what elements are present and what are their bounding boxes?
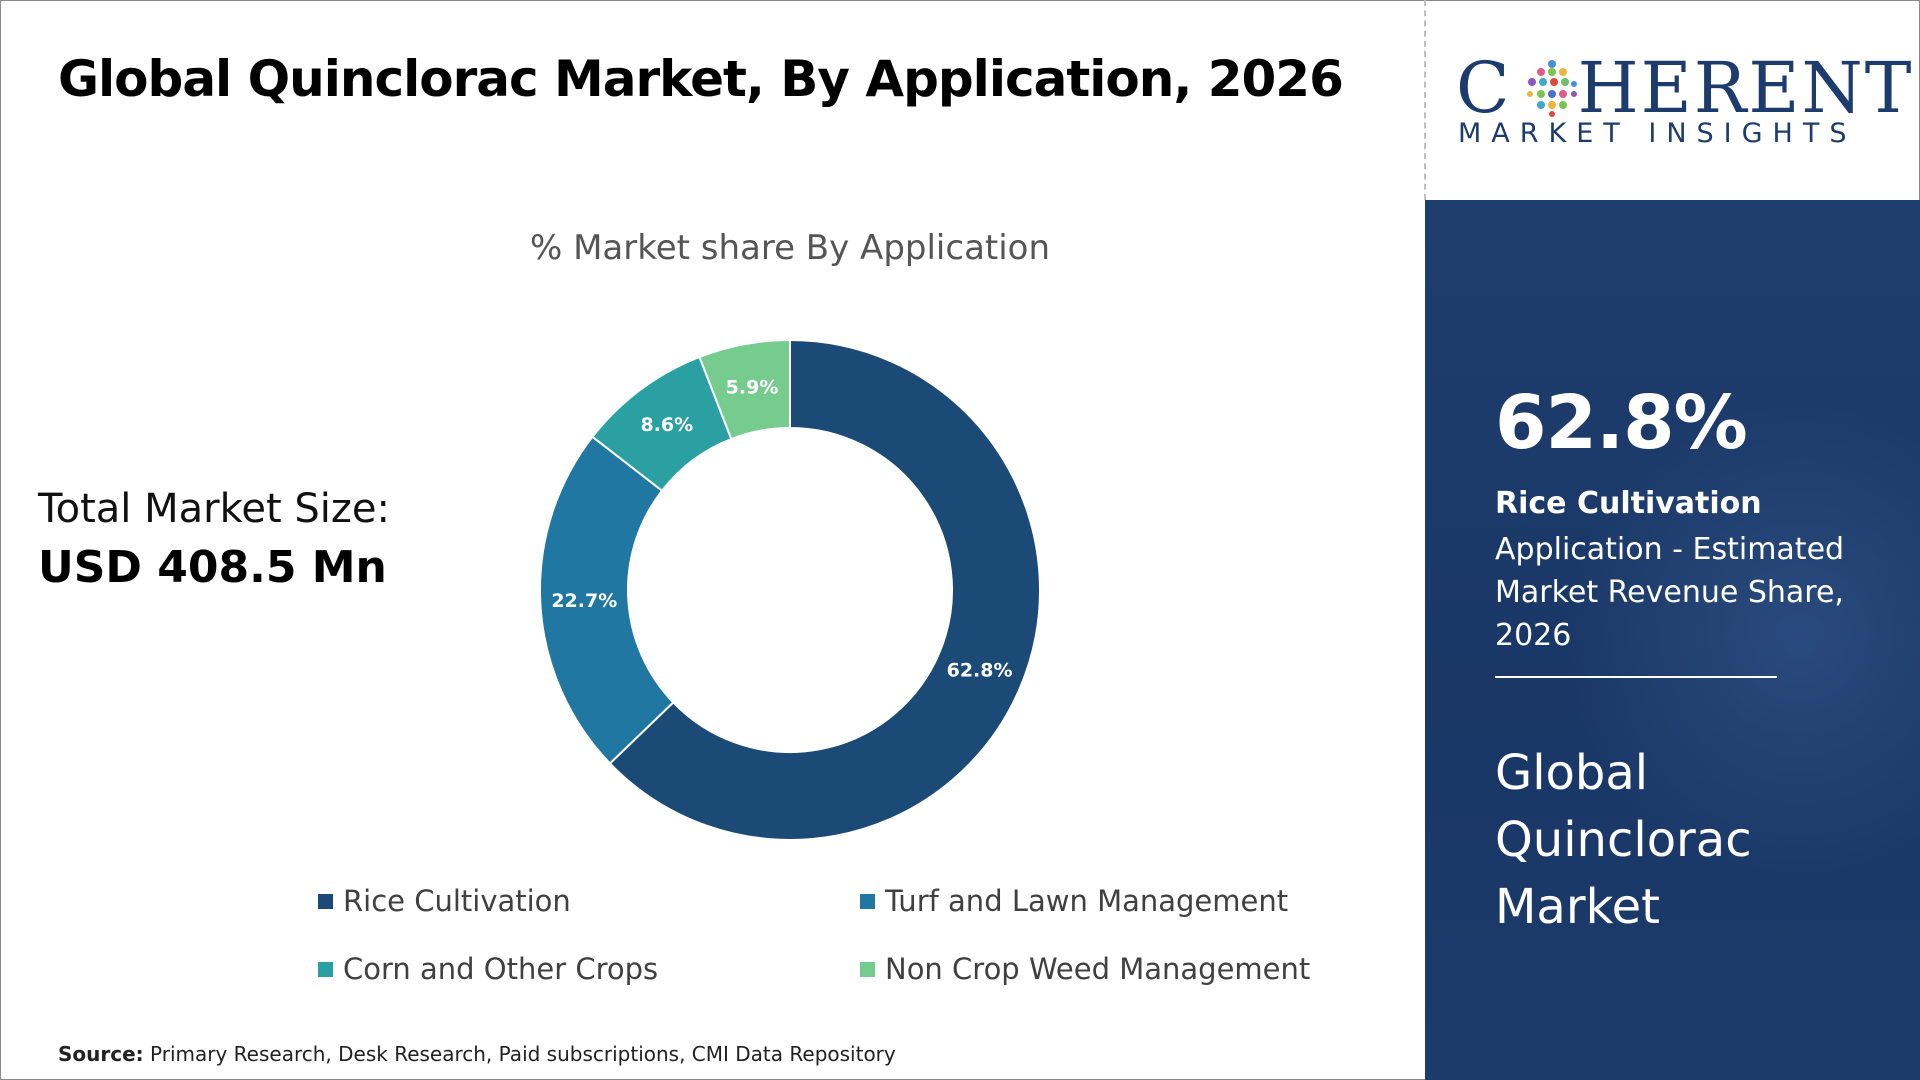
logo-wordmark: C HERENT <box>1456 48 1913 128</box>
chart-title: % Market share By Application <box>529 228 1051 268</box>
legend-item-non-crop: Non Crop Weed Management <box>860 952 1310 986</box>
panel-divider <box>1495 676 1777 678</box>
legend-swatch <box>860 893 875 909</box>
company-logo: C HERENT MARKET INSIGHTS <box>1446 48 1911 158</box>
panel-market-name: Global Quinclorac Market <box>1495 745 1752 935</box>
legend-item-rice-cultivation: Rice Cultivation <box>318 884 571 918</box>
slice-data-label: 62.8% <box>947 660 1013 682</box>
legend-label: Rice Cultivation <box>343 884 571 918</box>
slice-data-label: 22.7% <box>551 590 617 612</box>
slice-non-crop <box>698 338 791 441</box>
source-note: Source: Primary Research, Desk Research,… <box>58 1042 896 1066</box>
header-divider <box>1424 0 1426 200</box>
logo-prefix: C <box>1456 47 1512 129</box>
logo-tagline: MARKET INSIGHTS <box>1458 118 1857 149</box>
slice-data-label: 5.9% <box>726 377 779 399</box>
source-label: Source: <box>58 1042 144 1066</box>
highlight-panel: 62.8% Rice Cultivation Application - Est… <box>1425 200 1920 1080</box>
legend-swatch <box>318 893 333 909</box>
donut-chart: 62.8% 22.7% 8.6% 5.9% <box>539 338 1041 841</box>
total-market-label: Total Market Size: <box>38 486 390 532</box>
page-title: Global Quinclorac Market, By Application… <box>58 50 1344 108</box>
logo-suffix: HERENT <box>1577 47 1914 129</box>
legend-label: Turf and Lawn Management <box>885 884 1289 918</box>
legend-label: Non Crop Weed Management <box>885 952 1311 986</box>
legend-item-corn-other: Corn and Other Crops <box>318 952 658 986</box>
highlight-value: 62.8% <box>1495 380 1748 466</box>
logo-dot-grid-icon <box>1527 60 1577 117</box>
highlight-description: Application - Estimated Market Revenue S… <box>1495 532 1845 653</box>
legend-label: Corn and Other Crops <box>343 952 659 986</box>
highlight-segment: Rice Cultivation <box>1495 486 1762 521</box>
legend-swatch <box>318 961 333 977</box>
slice-turf-lawn <box>539 435 675 765</box>
legend-swatch <box>860 961 875 977</box>
slice-data-label: 8.6% <box>640 414 693 436</box>
source-text: Primary Research, Desk Research, Paid su… <box>150 1042 896 1066</box>
total-market-value: USD 408.5 Mn <box>38 542 387 593</box>
legend-item-turf-lawn: Turf and Lawn Management <box>860 884 1288 918</box>
slice-rice-cultivation <box>608 338 1041 841</box>
